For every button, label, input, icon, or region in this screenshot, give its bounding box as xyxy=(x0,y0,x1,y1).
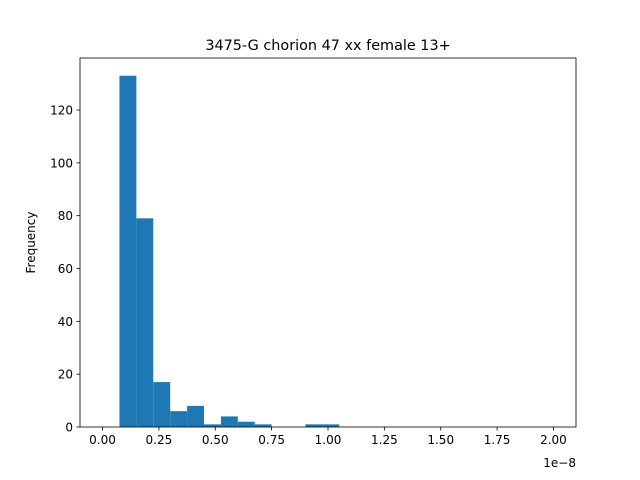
x-tick-label: 1.50 xyxy=(427,433,454,447)
histogram-bar xyxy=(119,75,137,427)
histogram-bar xyxy=(136,218,154,427)
histogram-bar xyxy=(254,424,272,427)
x-tick-label: 0.50 xyxy=(202,433,229,447)
histogram-bars xyxy=(119,75,340,427)
plot-frame xyxy=(79,57,577,428)
y-axis-title: Frequency xyxy=(24,212,38,274)
x-axis: 0.00 0.25 0.50 0.75 1.00 1.25 1.50 1.75 2.00 xyxy=(89,427,567,447)
x-tick-label: 1.75 xyxy=(484,433,511,447)
y-tick-label: 100 xyxy=(50,156,73,170)
histogram-bar xyxy=(170,411,188,427)
histogram-bar xyxy=(204,424,221,427)
x-tick-label: 1.25 xyxy=(371,433,398,447)
y-tick-label: 20 xyxy=(58,368,73,382)
y-tick-label: 120 xyxy=(50,104,73,118)
histogram-bar xyxy=(220,416,238,427)
y-tick-label: 40 xyxy=(58,315,73,329)
histogram-bar xyxy=(237,421,255,427)
x-tick-label: 1.00 xyxy=(315,433,342,447)
x-tick-label: 0.75 xyxy=(258,433,285,447)
y-tick-label: 80 xyxy=(58,209,73,223)
x-tick-label: 0.25 xyxy=(146,433,173,447)
histogram-bar xyxy=(305,424,323,427)
y-tick-label: 0 xyxy=(65,421,73,435)
histogram-bar xyxy=(187,405,204,427)
x-tick-label: 0.00 xyxy=(89,433,116,447)
chart-title: 3475-G chorion 47 xx female 13+ xyxy=(205,38,450,54)
y-axis: 0 20 40 60 80 100 120 xyxy=(50,104,80,435)
x-offset-label: 1e−8 xyxy=(543,456,576,470)
histogram-bar xyxy=(153,382,171,427)
histogram-bar xyxy=(322,424,340,427)
y-tick-label: 60 xyxy=(58,262,73,276)
x-tick-label: 2.00 xyxy=(540,433,567,447)
